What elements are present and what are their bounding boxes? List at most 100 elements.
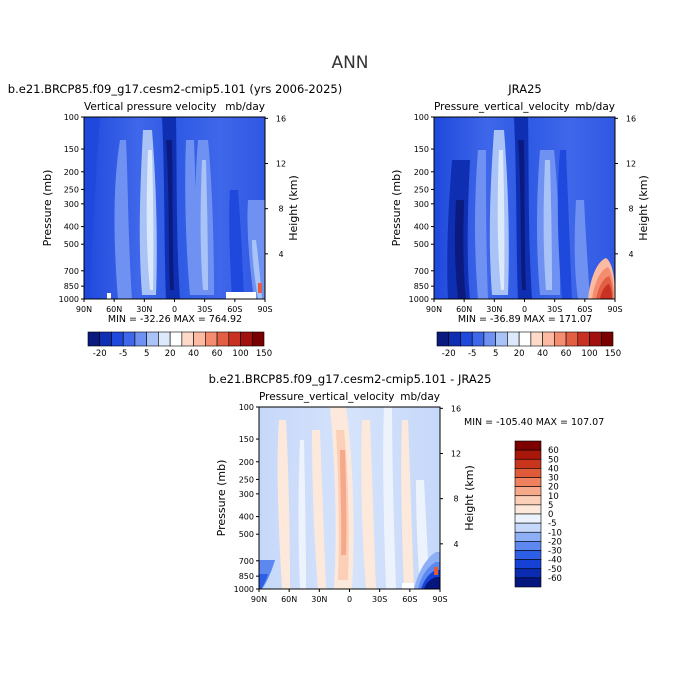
panel-obs-xtick-label-90n: 90N	[426, 305, 442, 314]
panel-obs-colorbar: -20 -5 5 20 40 60 100 150	[436, 331, 621, 359]
panel-obs-colorbar-swatch-13	[589, 331, 602, 347]
panel-model-xtick-label-90s: 90S	[257, 305, 272, 314]
panel-diff-colorbar-swatch-0	[514, 440, 542, 451]
panel-diff-subtitle-left: Pressure_vertical_velocity	[259, 391, 395, 403]
panel-obs-colorbar-swatch-4	[483, 331, 496, 347]
panel-model-ytick-label-850: 850	[64, 282, 79, 291]
panel-diff-colorbar-swatch-13	[514, 559, 542, 570]
panel-obs-colorbar-swatch-3	[471, 331, 485, 347]
panel-diff-xtick-label-0: 0	[347, 595, 352, 604]
panel-diff-ytick-label-700: 700	[239, 557, 254, 566]
panel-diff-colorbar-swatch-9	[514, 522, 542, 533]
panel-diff-colorbar-label-0: 0	[548, 510, 553, 520]
panel-obs-ytick-label-300: 300	[414, 200, 429, 209]
panel-diff-ytick-label-100: 100	[239, 403, 254, 412]
panel-model-colorbar-label-20: 20	[165, 349, 176, 359]
panel-diff-colorbar-swatch-6	[514, 495, 542, 506]
panel-obs-xtick-label-60s: 60S	[577, 305, 592, 314]
panel-diff-xtick-label-90s: 90S	[432, 595, 447, 604]
panel-diff-colorbar-label--20: -20	[548, 537, 562, 547]
panel-diff-colorbar-label-5: 5	[548, 501, 553, 511]
panel-model-colorbar-swatch-0	[87, 331, 101, 347]
page-title: ANN	[331, 53, 368, 73]
panel-model-ylabel-right: Height (km)	[287, 175, 300, 241]
panel-diff-subtitle-right: mb/day	[400, 391, 440, 403]
panel-diff-ytick-label-400: 400	[239, 513, 254, 522]
panel-model-xtick-label-60s: 60S	[227, 305, 242, 314]
panel-obs-colorbar-label-5: 5	[493, 349, 498, 359]
panel-model-title: b.e21.BRCP85.f09_g17.cesm2-cmip5.101 (yr…	[8, 82, 342, 96]
panel-obs-colorbar-label-20: 20	[514, 349, 525, 359]
panel-model-ytick-label-1000: 1000	[59, 295, 79, 304]
panel-diff-colorbar-label-60: 60	[548, 446, 559, 456]
panel-obs-colorbar-label-60: 60	[561, 349, 572, 359]
panel-model-colorbar-swatch-2	[111, 331, 124, 347]
panel-obs-y2tick-label-4: 4	[628, 250, 633, 259]
panel-obs-ytick-label-250: 250	[414, 185, 429, 194]
panel-obs-colorbar-swatch-6	[507, 331, 520, 347]
panel-model-y2tick-label-4: 4	[278, 250, 283, 259]
panel-model-ytick-label-100: 100	[64, 113, 79, 122]
panel-diff-colorbar-label--10: -10	[548, 528, 562, 538]
panel-diff-colorbar-swatch-8	[514, 513, 542, 524]
panel-model-xtick-label-0: 0	[172, 305, 177, 314]
panel-model-colorbar-label-150: 150	[256, 349, 272, 359]
panel-model-colorbar-label--5: -5	[119, 349, 127, 359]
panel-model-colorbar-swatch-10	[205, 331, 218, 347]
panel-diff-colorbar-swatch-12	[514, 550, 542, 560]
panel-diff-colorbar-label-20: 20	[548, 483, 559, 493]
panel-obs-colorbar-label--20: -20	[442, 349, 456, 359]
panel-diff-colorbar-swatch-4	[514, 477, 542, 487]
panel-obs-stats: MIN = -36.89 MAX = 171.07	[458, 314, 592, 325]
panel-model-subtitle-left: Vertical pressure velocity	[84, 101, 216, 113]
panel-model-xtick-label-90n: 90N	[76, 305, 92, 314]
panel-obs-ytick-label-150: 150	[414, 145, 429, 154]
panel-obs-ylabel: Pressure (mb)	[390, 170, 403, 247]
panel-obs-subtitle-right: mb/day	[575, 101, 615, 113]
panel-diff-y2tick-label-4: 4	[453, 540, 458, 549]
panel-diff-colorbar-swatch-2	[514, 458, 542, 469]
panel-obs-xtick-label-30n: 30N	[486, 305, 502, 314]
panel-obs-axes: 90N 60N 30N 0 30S 60S 90S 100 150 200 250 300 400 500…	[409, 113, 636, 314]
panel-model-colorbar-label--20: -20	[93, 349, 107, 359]
panel-obs-title: JRA25	[507, 82, 541, 96]
panel-model-xtick-label-30n: 30N	[136, 305, 152, 314]
panel-obs-colorbar-swatch-9	[542, 331, 555, 347]
panel-obs-y2tick-label-16: 16	[626, 114, 636, 123]
panel-obs-colorbar-label-100: 100	[581, 349, 597, 359]
panel-model-ytick-label-200: 200	[64, 168, 79, 177]
panel-model-colorbar-swatch-14	[251, 331, 265, 347]
panel-obs-ytick-label-1000: 1000	[409, 295, 429, 304]
panel-model-xtick-label-60n: 60N	[106, 305, 122, 314]
panel-obs-colorbar-swatch-0	[436, 331, 450, 347]
panel-obs-ytick-label-700: 700	[414, 267, 429, 276]
panel-obs-colorbar-swatch-1	[448, 331, 461, 347]
panel-diff-ytick-label-850: 850	[239, 572, 254, 581]
panel-model-axes: 90N 60N 30N 0 30S 60S 90S 100 150 200 250 300 400 500…	[59, 113, 286, 314]
panel-obs: JRA25 Pressure_vertical_velocity mb/day …	[390, 82, 650, 359]
panel-diff-colorbar-swatch-5	[514, 486, 542, 497]
panel-model-ytick-label-700: 700	[64, 267, 79, 276]
panel-obs-colorbar-label--5: -5	[468, 349, 476, 359]
panel-obs-xtick-label-60n: 60N	[456, 305, 472, 314]
panel-model-ytick-label-500: 500	[64, 240, 79, 249]
panel-obs-y2tick-label-12: 12	[626, 160, 636, 169]
panel-obs-colorbar-swatch-7	[518, 331, 532, 347]
panel-diff-xtick-label-60n: 60N	[281, 595, 297, 604]
panel-model-colorbar-label-60: 60	[212, 349, 223, 359]
panel-model: b.e21.BRCP85.f09_g17.cesm2-cmip5.101 (yr…	[8, 82, 342, 359]
panel-diff-colorbar-label--40: -40	[548, 556, 562, 566]
panel-diff-colorbar-swatch-10	[514, 531, 542, 542]
panel-model-colorbar-swatch-3	[122, 331, 136, 347]
panel-diff-xtick-label-60s: 60S	[402, 595, 417, 604]
panel-model-colorbar-swatch-7	[169, 331, 183, 347]
panel-obs-colorbar-swatch-8	[530, 331, 543, 347]
panel-diff-colorbar-swatch-7	[514, 504, 542, 515]
panel-model-colorbar-label-100: 100	[232, 349, 248, 359]
panel-diff-stats: MIN = -105.40 MAX = 107.07	[464, 417, 604, 428]
panel-model-colorbar-swatch-12	[228, 331, 241, 347]
panel-model-ytick-label-250: 250	[64, 185, 79, 194]
panel-diff-colorbar-swatch-3	[514, 468, 542, 478]
panel-obs-ytick-label-200: 200	[414, 168, 429, 177]
